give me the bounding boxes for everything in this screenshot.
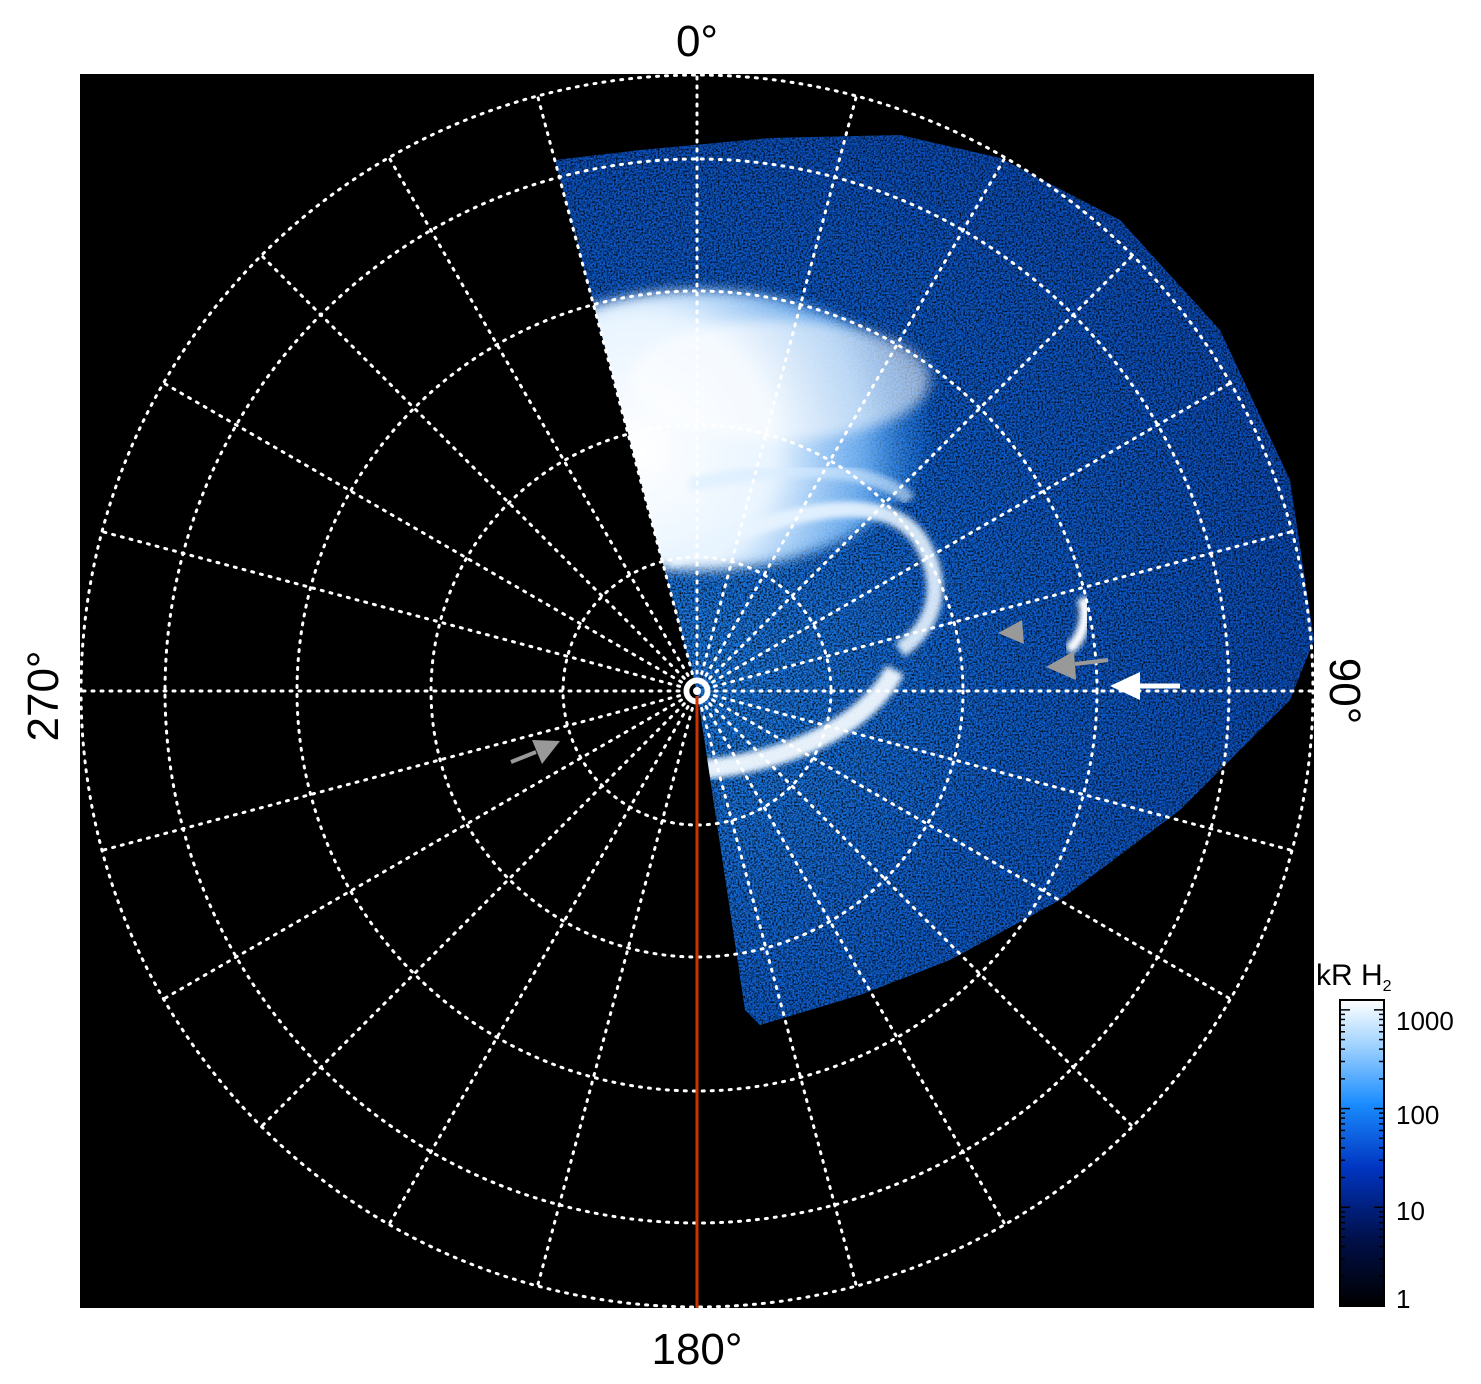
main-auroral-arc-upper (666, 501, 943, 657)
colorbar-tick-label-10: 10 (1396, 1196, 1425, 1226)
colorbar-title: kR H2 (1316, 959, 1392, 995)
gray-arrow-icon (510, 740, 560, 764)
gray-triangle-marker-icon (998, 620, 1024, 644)
white-arrow-icon (1110, 672, 1180, 700)
main-auroral-arc-lower (699, 665, 904, 780)
grid-circle (295, 289, 1099, 1093)
colorbar: kR H2 1000 100 10 1 (1316, 959, 1454, 1314)
isolated-emission-spot (1064, 595, 1091, 655)
colorbar-tick-label-1000: 1000 (1396, 1006, 1454, 1036)
label-270-degrees: 270° (19, 650, 68, 741)
colorbar-tick-label-1: 1 (1396, 1284, 1410, 1314)
colorbar-tick-label-100: 100 (1396, 1100, 1439, 1130)
gray-arrow-icon (1046, 651, 1109, 680)
grid-circle (429, 423, 965, 959)
label-0-degrees: 0° (676, 17, 718, 66)
label-90-degrees: 90° (1320, 658, 1369, 725)
grid-circle (80, 74, 1314, 1308)
colorbar-gradient (1339, 999, 1385, 1307)
colorbar-ticks (1340, 1009, 1384, 1307)
label-180-degrees: 180° (651, 1325, 742, 1374)
